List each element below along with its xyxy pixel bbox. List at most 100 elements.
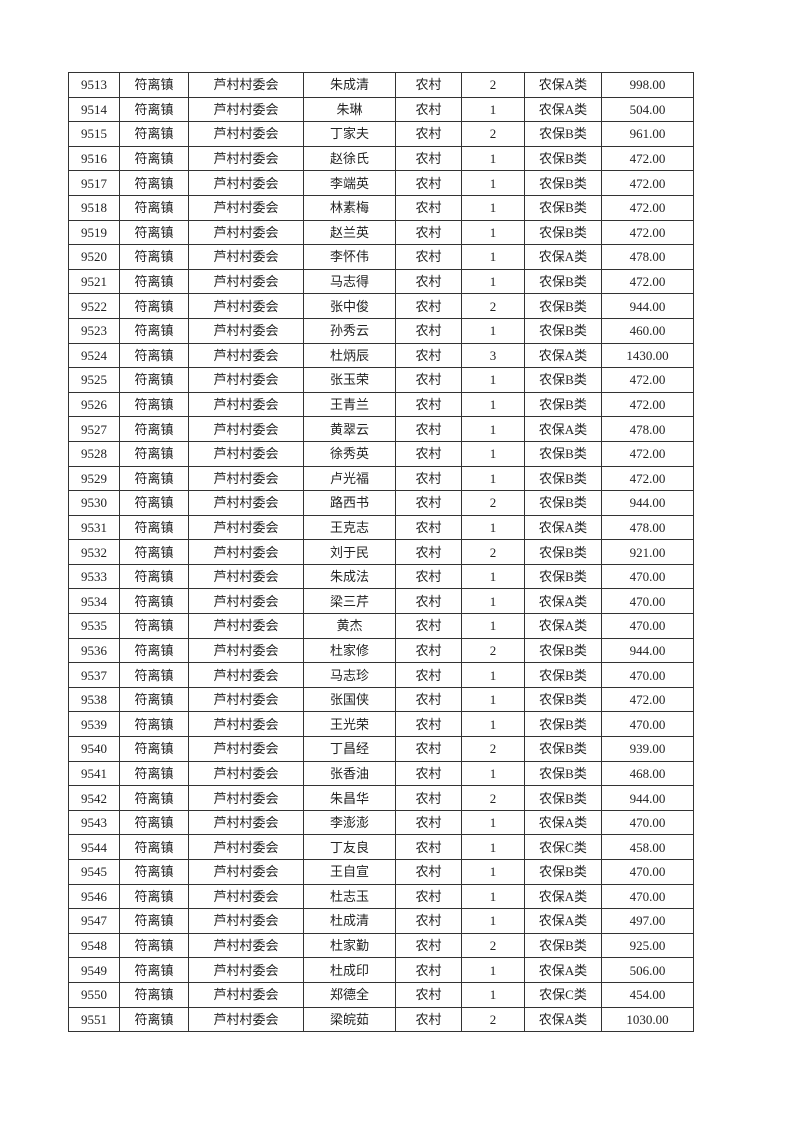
town-cell: 符离镇 <box>119 219 189 246</box>
insurance-category-cell: 农保B类 <box>524 490 602 516</box>
amount-cell: 939.00 <box>601 736 694 762</box>
household-count-cell: 1 <box>461 588 525 615</box>
area-type-cell: 农村 <box>395 834 462 860</box>
table-row: 9540 符离镇 芦村村委会 丁昌经 农村 2 农保B类 939.00 <box>68 736 694 762</box>
village-committee-cell: 芦村村委会 <box>188 244 304 270</box>
village-committee-cell: 芦村村委会 <box>188 1006 304 1033</box>
person-name-cell: 杜成印 <box>303 957 396 983</box>
insurance-category-cell: 农保A类 <box>524 908 602 934</box>
person-name-cell: 王克志 <box>303 514 396 541</box>
town-cell: 符离镇 <box>119 391 189 418</box>
person-name-cell: 马志得 <box>303 268 396 295</box>
household-count-cell: 1 <box>461 711 525 738</box>
amount-cell: 944.00 <box>601 637 694 664</box>
insurance-category-cell: 农保A类 <box>524 72 602 98</box>
row-number-cell: 9517 <box>68 170 120 196</box>
insurance-category-cell: 农保A类 <box>524 416 602 442</box>
household-count-cell: 1 <box>461 367 525 393</box>
village-committee-cell: 芦村村委会 <box>188 957 304 983</box>
household-count-cell: 1 <box>461 416 525 442</box>
person-name-cell: 卢光福 <box>303 465 396 492</box>
insurance-category-cell: 农保B类 <box>524 563 602 590</box>
table-row: 9521 符离镇 芦村村委会 马志得 农村 1 农保B类 472.00 <box>68 268 694 295</box>
town-cell: 符离镇 <box>119 711 189 738</box>
area-type-cell: 农村 <box>395 662 462 688</box>
village-committee-cell: 芦村村委会 <box>188 367 304 393</box>
amount-cell: 472.00 <box>601 391 694 418</box>
household-count-cell: 1 <box>461 760 525 787</box>
area-type-cell: 农村 <box>395 514 462 541</box>
person-name-cell: 王青兰 <box>303 391 396 418</box>
table-row: 9536 符离镇 芦村村委会 杜家修 农村 2 农保B类 944.00 <box>68 637 694 664</box>
amount-cell: 472.00 <box>601 440 694 467</box>
table-row: 9537 符离镇 芦村村委会 马志珍 农村 1 农保B类 470.00 <box>68 662 694 688</box>
household-count-cell: 1 <box>461 686 525 713</box>
amount-cell: 1430.00 <box>601 342 694 369</box>
person-name-cell: 丁昌经 <box>303 736 396 762</box>
amount-cell: 497.00 <box>601 908 694 934</box>
amount-cell: 921.00 <box>601 539 694 565</box>
amount-cell: 470.00 <box>601 563 694 590</box>
table-row: 9548 符离镇 芦村村委会 杜家勤 农村 2 农保B类 925.00 <box>68 932 694 959</box>
table-row: 9529 符离镇 芦村村委会 卢光福 农村 1 农保B类 472.00 <box>68 465 694 492</box>
row-number-cell: 9529 <box>68 465 120 492</box>
insurance-category-cell: 农保A类 <box>524 613 602 639</box>
insurance-category-cell: 农保B类 <box>524 170 602 196</box>
town-cell: 符离镇 <box>119 932 189 959</box>
area-type-cell: 农村 <box>395 563 462 590</box>
row-number-cell: 9541 <box>68 760 120 787</box>
table-row: 9525 符离镇 芦村村委会 张玉荣 农村 1 农保B类 472.00 <box>68 367 694 393</box>
row-number-cell: 9550 <box>68 981 120 1008</box>
row-number-cell: 9538 <box>68 686 120 713</box>
row-number-cell: 9519 <box>68 219 120 246</box>
village-committee-cell: 芦村村委会 <box>188 490 304 516</box>
table-row: 9545 符离镇 芦村村委会 王自宣 农村 1 农保B类 470.00 <box>68 859 694 885</box>
area-type-cell: 农村 <box>395 736 462 762</box>
household-count-cell: 1 <box>461 908 525 934</box>
person-name-cell: 张香油 <box>303 760 396 787</box>
row-number-cell: 9528 <box>68 440 120 467</box>
insurance-category-cell: 农保B类 <box>524 219 602 246</box>
table-row: 9513 符离镇 芦村村委会 朱成清 农村 2 农保A类 998.00 <box>68 72 694 98</box>
person-name-cell: 杜志玉 <box>303 883 396 910</box>
household-count-cell: 1 <box>461 194 525 221</box>
household-count-cell: 1 <box>461 662 525 688</box>
household-count-cell: 1 <box>461 957 525 983</box>
town-cell: 符离镇 <box>119 613 189 639</box>
town-cell: 符离镇 <box>119 367 189 393</box>
amount-cell: 944.00 <box>601 490 694 516</box>
table-row: 9516 符离镇 芦村村委会 赵徐氏 农村 1 农保B类 472.00 <box>68 145 694 172</box>
amount-cell: 472.00 <box>601 145 694 172</box>
table-row: 9546 符离镇 芦村村委会 杜志玉 农村 1 农保A类 470.00 <box>68 883 694 910</box>
town-cell: 符离镇 <box>119 834 189 860</box>
household-count-cell: 1 <box>461 391 525 418</box>
person-name-cell: 王光荣 <box>303 711 396 738</box>
person-name-cell: 张玉荣 <box>303 367 396 393</box>
amount-cell: 472.00 <box>601 170 694 196</box>
amount-cell: 478.00 <box>601 514 694 541</box>
amount-cell: 944.00 <box>601 785 694 811</box>
amount-cell: 472.00 <box>601 465 694 492</box>
insurance-category-cell: 农保A类 <box>524 883 602 910</box>
village-committee-cell: 芦村村委会 <box>188 809 304 836</box>
household-count-cell: 2 <box>461 736 525 762</box>
town-cell: 符离镇 <box>119 1006 189 1033</box>
insurance-category-cell: 农保B类 <box>524 391 602 418</box>
town-cell: 符离镇 <box>119 440 189 467</box>
amount-cell: 472.00 <box>601 268 694 295</box>
table-row: 9532 符离镇 芦村村委会 刘于民 农村 2 农保B类 921.00 <box>68 539 694 565</box>
insurance-category-cell: 农保B类 <box>524 145 602 172</box>
amount-cell: 472.00 <box>601 686 694 713</box>
village-committee-cell: 芦村村委会 <box>188 686 304 713</box>
row-number-cell: 9545 <box>68 859 120 885</box>
village-committee-cell: 芦村村委会 <box>188 711 304 738</box>
person-name-cell: 朱昌华 <box>303 785 396 811</box>
table-row: 9528 符离镇 芦村村委会 徐秀英 农村 1 农保B类 472.00 <box>68 440 694 467</box>
area-type-cell: 农村 <box>395 121 462 147</box>
area-type-cell: 农村 <box>395 145 462 172</box>
table-row: 9527 符离镇 芦村村委会 黄翠云 农村 1 农保A类 478.00 <box>68 416 694 442</box>
area-type-cell: 农村 <box>395 342 462 369</box>
town-cell: 符离镇 <box>119 268 189 295</box>
person-name-cell: 杜成清 <box>303 908 396 934</box>
area-type-cell: 农村 <box>395 293 462 319</box>
